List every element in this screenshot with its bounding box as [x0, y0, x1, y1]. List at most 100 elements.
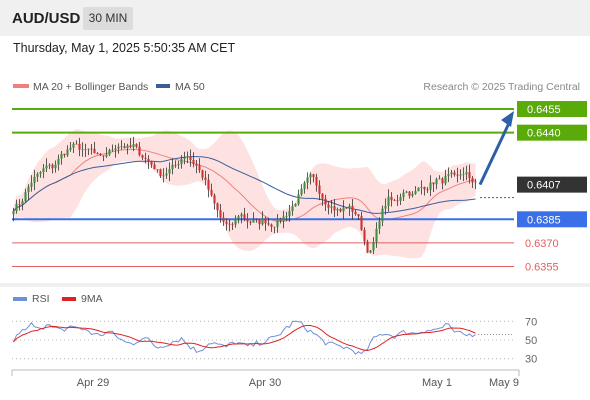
candle-body	[168, 169, 171, 174]
candle-body	[348, 205, 351, 209]
forecast-arrow-head	[501, 111, 514, 128]
candle-body	[207, 179, 210, 190]
legend-label-9ma: 9MA	[81, 293, 103, 305]
candle-body	[357, 214, 360, 217]
candle-body	[198, 165, 201, 171]
time-tick-label: May 1	[422, 377, 452, 389]
candle-body	[87, 148, 90, 150]
candle-body	[441, 178, 444, 184]
candle-body	[120, 146, 123, 148]
candle-body	[240, 214, 243, 217]
level-label-0.6455: 0.6455	[527, 104, 561, 116]
candle-body	[285, 216, 288, 218]
candle-body	[30, 182, 33, 187]
candle-body	[201, 170, 204, 178]
candle-body	[234, 218, 237, 225]
candle-body	[135, 144, 138, 147]
level-label-0.6355: 0.6355	[525, 262, 559, 274]
candle-body	[366, 241, 369, 253]
candle-body	[417, 187, 420, 192]
candle-body	[387, 196, 390, 207]
legend-label-rsi: RSI	[32, 293, 50, 305]
candle-body	[228, 223, 231, 225]
candle-body	[471, 178, 474, 183]
candle-body	[315, 176, 318, 186]
candle-body	[93, 148, 96, 154]
candle-body	[153, 164, 156, 170]
candle-body	[39, 172, 42, 174]
candle-body	[372, 242, 375, 251]
candle-body	[288, 211, 291, 217]
candle-body	[246, 218, 249, 222]
candle-body	[231, 224, 234, 226]
candle-body	[150, 161, 153, 165]
legend-swatch-ma20	[13, 84, 29, 88]
candle-body	[447, 174, 450, 176]
candle-body	[126, 145, 129, 149]
ma50-line	[13, 156, 476, 214]
candle-body	[351, 205, 354, 212]
candle-body	[375, 228, 378, 243]
candle-body	[462, 174, 465, 176]
candle-body	[225, 221, 228, 224]
candle-body	[15, 203, 18, 212]
candle-body	[117, 146, 120, 149]
candle-body	[123, 146, 126, 149]
candle-body	[84, 149, 87, 150]
candle-body	[96, 153, 99, 155]
candle-body	[165, 173, 168, 176]
candle-body	[57, 158, 60, 165]
candle-body	[210, 189, 213, 196]
candle-body	[21, 201, 24, 205]
candle-body	[345, 207, 348, 209]
candle-body	[309, 174, 312, 178]
level-box-0.6385	[517, 211, 587, 228]
candle-body	[321, 193, 324, 199]
legend-swatch-ma50	[156, 84, 170, 88]
candle-body	[267, 223, 270, 225]
candle-body	[390, 196, 393, 201]
candle-body	[420, 186, 423, 188]
candle-body	[342, 207, 345, 212]
level-label-0.6385: 0.6385	[527, 214, 561, 226]
level-box-0.6455	[517, 101, 587, 118]
candle-body	[216, 203, 219, 211]
candle-body	[42, 168, 45, 173]
candle-body	[414, 191, 417, 194]
candle-body	[171, 164, 174, 170]
timeframe-badge[interactable]: 30 MIN	[83, 7, 133, 30]
candle-body	[114, 148, 117, 150]
candle-body	[279, 218, 282, 221]
candle-body	[435, 179, 438, 185]
candle-body	[48, 164, 51, 166]
candle-body	[261, 218, 264, 225]
candle-body	[264, 218, 267, 224]
timestamp: Thursday, May 1, 2025 5:50:35 AM CET	[13, 41, 236, 55]
candle-body	[354, 211, 357, 215]
level-label-0.6440: 0.6440	[527, 128, 561, 140]
level-box-0.6440	[517, 124, 587, 141]
candle-body	[249, 221, 252, 223]
candle-body	[186, 156, 189, 158]
time-tick-label: Apr 30	[249, 377, 281, 389]
candle-body	[312, 174, 315, 177]
candle-body	[465, 172, 468, 175]
candle-body	[459, 174, 462, 176]
candle-body	[408, 191, 411, 196]
candle-body	[180, 158, 183, 165]
candle-body	[243, 214, 246, 219]
candle-body	[159, 169, 162, 177]
candle-body	[456, 174, 459, 176]
candle-body	[174, 164, 177, 166]
candle-body	[129, 145, 132, 148]
candle-body	[78, 143, 81, 150]
candle-body	[444, 175, 447, 184]
candle-body	[294, 203, 297, 207]
candle-body	[237, 216, 240, 219]
candle-body	[204, 177, 207, 180]
candle-body	[105, 154, 108, 157]
candle-body	[195, 163, 198, 166]
candle-body	[183, 157, 186, 159]
candle-body	[453, 172, 456, 175]
candle-body	[144, 157, 147, 159]
